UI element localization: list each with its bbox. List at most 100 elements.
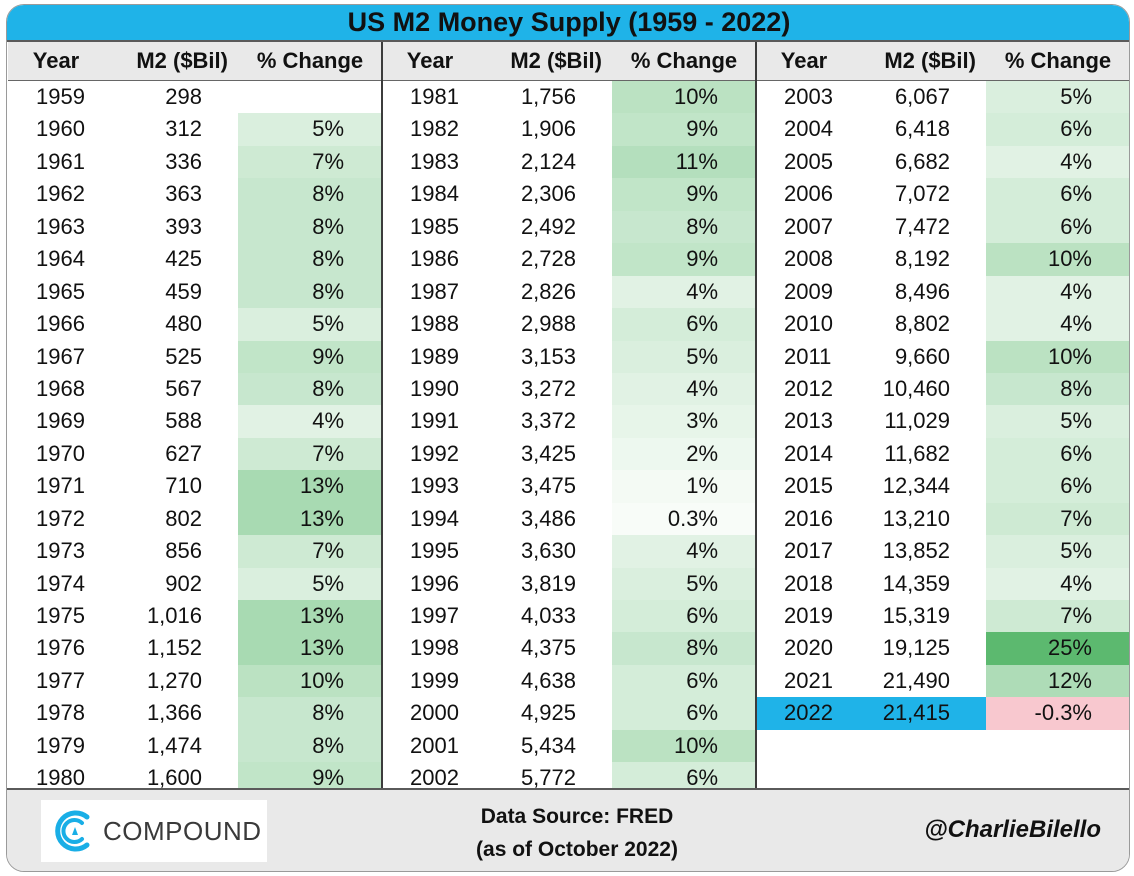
change-cell: 5%: [986, 535, 1129, 568]
year-cell: 1994: [410, 505, 459, 531]
year-cell: 2017: [784, 538, 833, 564]
table-row: 2005 6,682 4%: [756, 145, 1129, 179]
year-cell: 2001: [410, 732, 459, 758]
table-row: 1959 298: [8, 81, 382, 113]
year-cell: 1975: [36, 603, 85, 628]
year-cell: 2007: [784, 213, 833, 239]
year-cell: 1988: [410, 311, 459, 337]
change-cell: 1%: [612, 470, 756, 503]
year-cell: 2003: [784, 84, 833, 109]
m2-cell: 2,306: [520, 181, 576, 207]
table-row: 1961 336 7%: [8, 145, 382, 179]
year-cell: 2015: [784, 473, 833, 499]
year-cell: 2012: [784, 375, 833, 401]
source-line-1: Data Source: FRED: [480, 805, 674, 828]
year-cell: 1969: [36, 408, 85, 434]
year-cell: 2008: [784, 246, 833, 272]
table-row: 2018 14,359 4%: [756, 567, 1129, 600]
year-cell: 1997: [410, 603, 459, 628]
m2-cell: 11,682: [884, 440, 950, 466]
change-cell: 8%: [238, 210, 382, 244]
change-cell: 8%: [612, 210, 756, 244]
m2-cell: 298: [165, 84, 202, 109]
change-cell: 10%: [238, 664, 382, 698]
table-row: 1963 393 8%: [8, 210, 382, 244]
change-cell: 9%: [238, 340, 382, 373]
change-cell: 10%: [986, 340, 1129, 373]
change-cell: 4%: [238, 405, 382, 438]
table-panel-3: Year M2 ($Bil) % Change 2003 6,067 5% 2004 6…: [756, 42, 1129, 730]
table-row: 2002 5,772 6%: [382, 762, 756, 795]
m2-cell: 6,682: [894, 148, 950, 174]
change-cell: 4%: [986, 145, 1129, 179]
change-cell: 6%: [612, 697, 756, 730]
year-cell: 2002: [410, 765, 459, 791]
m2-cell: 2,492: [520, 213, 576, 239]
table-row: 1986 2,728 9%: [382, 243, 756, 276]
table-row: 1992 3,425 2%: [382, 437, 756, 471]
change-cell: 8%: [238, 729, 382, 763]
change-cell: 8%: [238, 243, 382, 276]
table-row: 1982 1,906 9%: [382, 113, 756, 146]
table-row: 1967 525 9%: [8, 340, 382, 373]
table-row: 2012 10,460 8%: [756, 372, 1129, 406]
m2-cell: 8,802: [894, 311, 950, 337]
year-cell: 2018: [784, 570, 833, 596]
year-cell: 1967: [36, 343, 85, 369]
table-row: 2004 6,418 6%: [756, 113, 1129, 146]
column-headers: Year M2 ($Bil) % Change: [756, 42, 1129, 81]
year-cell: 1973: [36, 538, 85, 564]
table-row: 2010 8,802 4%: [756, 308, 1129, 341]
compound-c-icon: [55, 810, 90, 852]
change-cell: 7%: [986, 502, 1129, 536]
column-headers: Year M2 ($Bil) % Change: [8, 42, 382, 81]
table-row: 1972 802 13%: [8, 502, 382, 536]
m2-cell: 5,434: [520, 732, 576, 758]
change-cell: 6%: [612, 664, 756, 698]
change-cell: [238, 81, 382, 113]
m2-cell: 902: [165, 570, 202, 596]
table-row: 2015 12,344 6%: [756, 470, 1129, 503]
column-divider: [755, 42, 757, 788]
table-row: 2021 21,490 12%: [756, 664, 1129, 698]
m2-cell: 710: [165, 473, 202, 499]
year-cell: 2019: [784, 603, 833, 628]
table-row: 1985 2,492 8%: [382, 210, 756, 244]
change-cell: 10%: [612, 729, 756, 763]
table-row: 1984 2,306 9%: [382, 178, 756, 211]
header-change: % Change: [630, 48, 738, 73]
year-cell: 1962: [36, 181, 85, 207]
m2-cell: 1,366: [146, 700, 202, 726]
m2-cell: 856: [165, 538, 202, 564]
change-cell: 8%: [238, 275, 382, 309]
table-row: 2008 8,192 10%: [756, 243, 1129, 276]
data-source: Data Source: FRED (as of October 2022): [427, 800, 727, 866]
m2-cell: 312: [165, 116, 202, 142]
table-row: 1989 3,153 5%: [382, 340, 756, 373]
year-cell: 1999: [410, 667, 459, 693]
header-m2: M2 ($Bil): [884, 48, 976, 73]
m2-cell: 1,600: [146, 765, 202, 791]
m2-cell: 8,496: [894, 278, 950, 304]
year-cell: 1965: [36, 278, 85, 304]
m2-cell: 1,016: [146, 603, 202, 628]
table-row: 1983 2,124 11%: [382, 145, 756, 179]
m2-cell: 13,852: [882, 538, 950, 564]
table-row: 2007 7,472 6%: [756, 210, 1129, 244]
change-cell: 5%: [238, 567, 382, 600]
change-cell: 5%: [612, 567, 756, 600]
table-row: 2016 13,210 7%: [756, 502, 1129, 536]
change-cell: 4%: [986, 275, 1129, 309]
change-cell: 7%: [986, 600, 1129, 633]
year-cell: 1987: [410, 278, 459, 304]
year-cell: 2016: [784, 505, 833, 531]
m2-cell: 459: [165, 278, 202, 304]
author-handle: @CharlieBilello: [924, 816, 1101, 843]
table-row: 1968 567 8%: [8, 372, 382, 406]
change-cell: 5%: [986, 405, 1129, 438]
table-row: 1991 3,372 3%: [382, 405, 756, 438]
change-cell: 6%: [612, 600, 756, 633]
m2-cell: 2,988: [520, 311, 576, 337]
m2-cell: 627: [165, 440, 202, 466]
table-card: US M2 Money Supply (1959 - 2022) Year M2…: [6, 4, 1130, 872]
